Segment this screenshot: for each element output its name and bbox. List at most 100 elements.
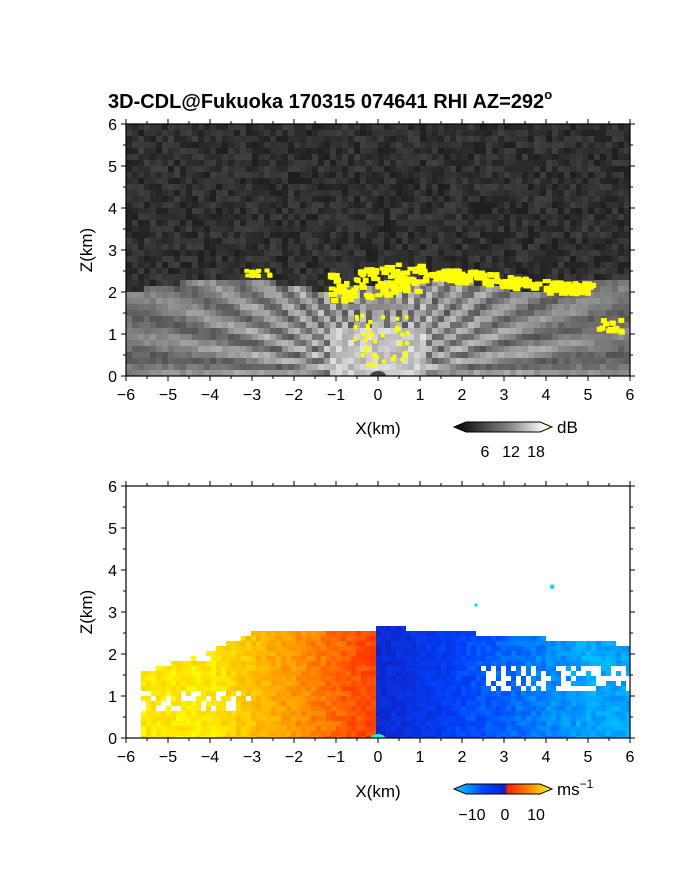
backscatter-cell (480, 304, 486, 310)
backscatter-cell (510, 370, 516, 376)
velocity-cell (426, 646, 431, 651)
velocity-cell (451, 671, 456, 676)
backscatter-cell (540, 214, 546, 220)
backscatter-cell (540, 334, 546, 340)
velocity-cell (456, 656, 461, 661)
velocity-cell (436, 636, 441, 641)
backscatter-cell (492, 304, 498, 310)
backscatter-cell (378, 262, 384, 268)
velocity-cell (316, 666, 321, 671)
velocity-cell (161, 676, 166, 681)
velocity-cell (361, 636, 366, 641)
backscatter-cell (180, 232, 186, 238)
backscatter-cell (342, 160, 348, 166)
backscatter-cell (474, 322, 480, 328)
velocity-cell (481, 671, 486, 676)
backscatter-cell (144, 130, 150, 136)
velocity-cell (421, 671, 426, 676)
backscatter-cell (348, 250, 354, 256)
backscatter-cell (570, 178, 576, 184)
backscatter-cell (612, 340, 618, 346)
backscatter-cell (570, 298, 576, 304)
backscatter-cell (474, 184, 480, 190)
backscatter-cell (570, 190, 576, 196)
velocity-cell (171, 686, 176, 691)
backscatter-cell (450, 172, 456, 178)
velocity-cell (426, 631, 431, 636)
backscatter-cell (444, 178, 450, 184)
velocity-cell (331, 686, 336, 691)
backscatter-cell (162, 172, 168, 178)
backscatter-cell (570, 370, 576, 376)
backscatter-cell (504, 274, 510, 280)
velocity-cell (326, 666, 331, 671)
backscatter-cell (276, 166, 282, 172)
backscatter-cell (582, 316, 588, 322)
velocity-cell (376, 671, 381, 676)
velocity-cell (316, 681, 321, 686)
velocity-cell (181, 666, 186, 671)
backscatter-cell (372, 196, 378, 202)
velocity-cell (321, 631, 326, 636)
backscatter-cell (546, 346, 552, 352)
backscatter-cell (168, 196, 174, 202)
backscatter-cell (168, 328, 174, 334)
velocity-cell (346, 641, 351, 646)
high-signal-cell (452, 268, 461, 274)
high-signal-cell (353, 325, 358, 330)
backscatter-cell (294, 262, 300, 268)
backscatter-cell (498, 274, 504, 280)
backscatter-cell (618, 124, 624, 130)
backscatter-cell (324, 292, 330, 298)
backscatter-cell (516, 292, 522, 298)
velocity-cell (231, 656, 236, 661)
backscatter-cell (198, 166, 204, 172)
backscatter-cell (324, 298, 330, 304)
backscatter-cell (246, 148, 252, 154)
backscatter-cell (444, 124, 450, 130)
backscatter-cell (348, 310, 354, 316)
backscatter-cell (282, 208, 288, 214)
backscatter-cell (318, 208, 324, 214)
high-signal-cell (437, 270, 445, 276)
backscatter-cell (432, 124, 438, 130)
backscatter-cell (276, 268, 282, 274)
velocity-cell (316, 671, 321, 676)
backscatter-cell (168, 352, 174, 358)
high-signal-cell (250, 273, 256, 278)
backscatter-cell (246, 346, 252, 352)
backscatter-cell (576, 190, 582, 196)
velocity-cell (471, 631, 476, 636)
velocity-cell (306, 666, 311, 671)
velocity-cell (446, 686, 451, 691)
backscatter-cell (546, 238, 552, 244)
velocity-cell (626, 666, 630, 671)
backscatter-cell (324, 232, 330, 238)
backscatter-cell (246, 238, 252, 244)
backscatter-cell (342, 130, 348, 136)
backscatter-cell (396, 256, 402, 262)
velocity-cell (546, 651, 551, 656)
backscatter-cell (210, 280, 216, 286)
backscatter-cell (558, 334, 564, 340)
backscatter-cell (300, 322, 306, 328)
backscatter-cell (156, 370, 162, 376)
backscatter-cell (186, 286, 192, 292)
velocity-cell (556, 681, 561, 686)
velocity-cell (296, 681, 301, 686)
backscatter-cell (552, 166, 558, 172)
backscatter-cell (522, 328, 528, 334)
velocity-cell (471, 686, 476, 691)
velocity-cell (396, 656, 401, 661)
backscatter-cell (480, 370, 486, 376)
velocity-cell (586, 641, 591, 646)
velocity-cell (461, 666, 466, 671)
backscatter-cell (606, 280, 612, 286)
backscatter-cell (282, 364, 288, 370)
backscatter-cell (342, 172, 348, 178)
velocity-cell (541, 646, 546, 651)
backscatter-cell (438, 220, 444, 226)
backscatter-cell (126, 274, 132, 280)
backscatter-cell (600, 370, 606, 376)
backscatter-cell (324, 340, 330, 346)
